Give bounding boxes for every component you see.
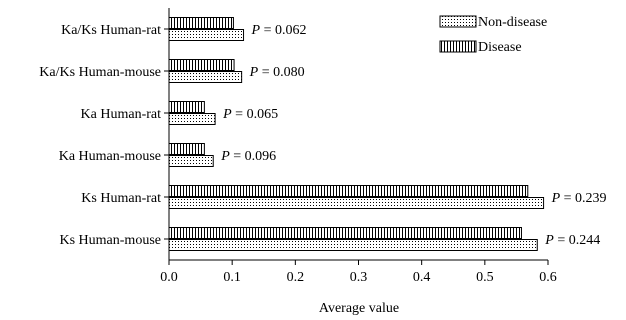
p-value-5: P = 0.244	[544, 233, 600, 248]
x-axis: 0.0 0.1 0.2 0.3 0.4 0.5 0.6	[160, 259, 557, 285]
x-tick-label-4: 0.4	[413, 270, 431, 285]
p-value-4: P = 0.239	[551, 191, 607, 206]
bar-non-disease-5	[168, 239, 538, 251]
category-label-3: Ka Human-mouse	[59, 149, 161, 164]
bar-disease-2	[168, 101, 205, 113]
bar-non-disease-2	[168, 113, 216, 125]
p-value-3: P = 0.096	[220, 149, 276, 164]
legend: Non-disease Disease	[439, 15, 547, 55]
bar-non-disease-1	[168, 71, 243, 83]
x-tick-label-3: 0.3	[350, 270, 368, 285]
y-axis: Ka/Ks Human-rat Ka/Ks Human-mouse Ka Human…	[39, 8, 170, 260]
x-tick-label-1: 0.1	[223, 270, 241, 285]
category-label-5: Ks Human-mouse	[60, 233, 162, 248]
x-axis-label: Average value	[319, 301, 399, 316]
p-value-1: P = 0.080	[249, 65, 305, 80]
bar-non-disease-0	[168, 29, 245, 41]
bar-disease-3	[168, 143, 205, 155]
legend-swatch-disease	[439, 40, 477, 53]
bar-non-disease-4	[168, 197, 545, 209]
x-tick-label-5: 0.5	[476, 270, 494, 285]
x-tick-label-6: 0.6	[539, 270, 557, 285]
p-value-0: P = 0.062	[251, 23, 307, 38]
bar-disease-5	[168, 227, 522, 239]
bar-disease-4	[168, 185, 529, 197]
bar-non-disease-3	[168, 155, 214, 167]
legend-label-non-disease: Non-disease	[478, 15, 547, 30]
bar-disease-1	[168, 59, 235, 71]
legend-label-disease: Disease	[478, 40, 522, 55]
bar-disease-0	[168, 17, 234, 29]
p-value-2: P = 0.065	[222, 107, 278, 122]
x-tick-label-2: 0.2	[287, 270, 305, 285]
x-tick-label-0: 0.0	[160, 270, 178, 285]
legend-swatch-non-disease	[439, 15, 477, 28]
category-label-1: Ka/Ks Human-mouse	[39, 65, 161, 80]
p-value-annotations: P = 0.062 P = 0.080 P = 0.065 P = 0.096 P = …	[220, 23, 606, 248]
category-label-0: Ka/Ks Human-rat	[61, 23, 161, 38]
category-label-2: Ka Human-rat	[81, 107, 162, 122]
category-label-4: Ks Human-rat	[81, 191, 161, 206]
